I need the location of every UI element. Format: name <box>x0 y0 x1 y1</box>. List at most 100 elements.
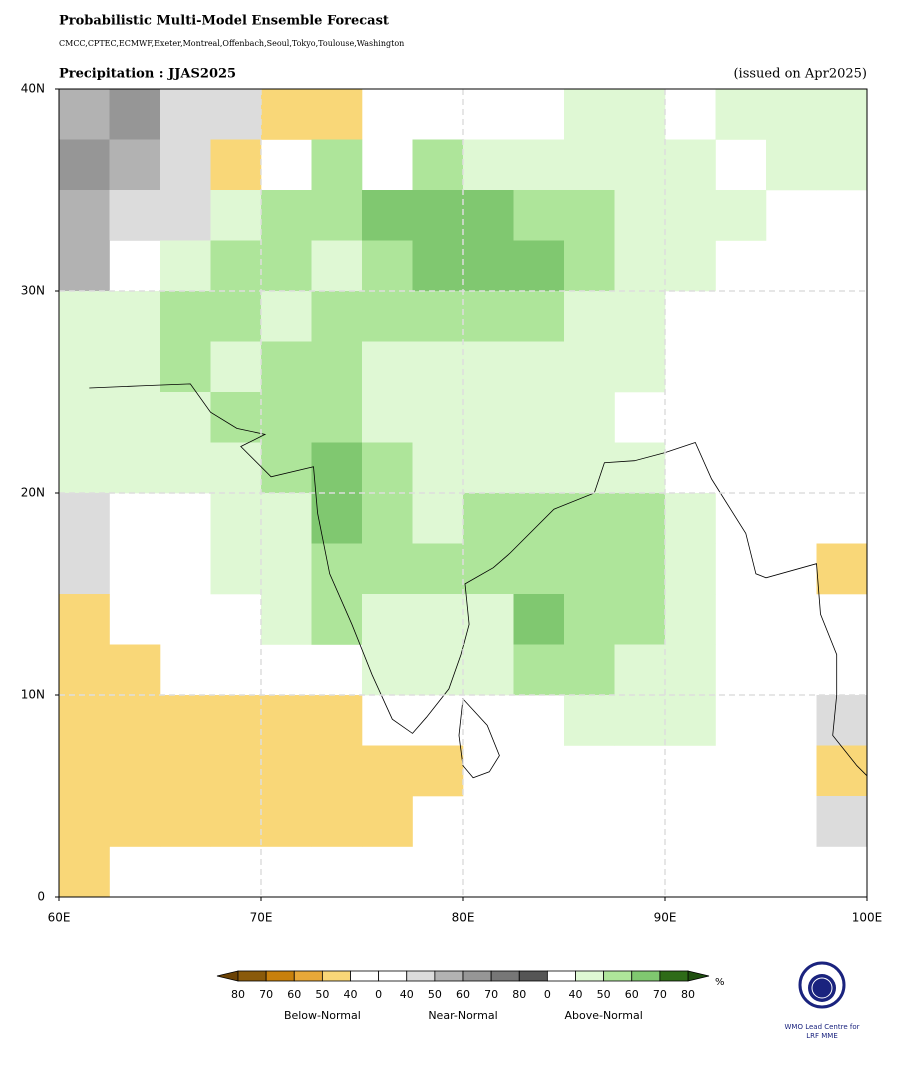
colorbar-extend <box>687 970 710 982</box>
colorbar-segment <box>575 970 605 982</box>
cell <box>311 89 363 140</box>
cell <box>564 493 615 544</box>
cell <box>210 240 262 292</box>
cell <box>362 594 413 645</box>
cell <box>210 392 262 443</box>
cell <box>311 190 363 241</box>
cell <box>261 89 312 140</box>
cell <box>362 644 413 696</box>
cell <box>513 442 565 494</box>
cell <box>59 139 110 191</box>
cell <box>463 291 514 342</box>
cell <box>816 89 868 140</box>
cell <box>715 89 767 140</box>
cell <box>463 341 514 393</box>
colorbar-segment <box>406 970 436 982</box>
cell <box>362 190 413 241</box>
map-frame <box>58 88 868 898</box>
cell <box>463 240 514 292</box>
cell <box>513 291 565 342</box>
cell <box>311 291 363 342</box>
cell <box>109 341 161 393</box>
issued: (issued on Apr2025) <box>733 67 867 82</box>
cell <box>311 341 363 393</box>
cell <box>665 543 716 595</box>
y-tick-label: 10N <box>21 688 45 702</box>
cell <box>210 139 262 191</box>
cell <box>210 796 262 847</box>
cell <box>109 745 161 797</box>
colorbar-label: 80 <box>231 988 245 1001</box>
colorbar-label: 50 <box>315 988 329 1001</box>
colorbar-segment <box>462 970 492 982</box>
cell <box>614 89 666 140</box>
colorbar: 80 70 60 50 40 0 40 50 60 70 80 0 40 50 60 70 80% Below-N… <box>216 970 725 1022</box>
cell <box>59 846 110 898</box>
cell <box>816 796 868 847</box>
cell <box>160 392 211 443</box>
logo: WMO Lead Centre for LRF MME <box>785 961 860 1040</box>
cell <box>311 594 363 645</box>
colorbar-label: 80 <box>512 988 526 1001</box>
colorbar-segment <box>518 970 548 982</box>
cell <box>412 139 464 191</box>
y-tick-label: 40N <box>21 82 45 96</box>
colorbar-label: 80 <box>681 988 695 1001</box>
cell <box>412 341 464 393</box>
cell <box>816 745 868 797</box>
cell <box>311 240 363 292</box>
cell <box>59 644 110 696</box>
y-tick-label: 30N <box>21 284 45 298</box>
cell <box>160 291 211 342</box>
cell <box>564 139 615 191</box>
y-tick-label: 20N <box>21 486 45 500</box>
cell <box>463 442 514 494</box>
colorbar-label: 40 <box>400 988 414 1001</box>
cell <box>311 543 363 595</box>
cell <box>463 139 514 191</box>
colorbar-segment <box>546 970 576 982</box>
coastline <box>89 383 868 777</box>
cell <box>564 392 615 443</box>
cell <box>614 594 666 645</box>
cell <box>59 89 110 140</box>
cell <box>261 695 312 746</box>
cell <box>614 341 666 393</box>
cell <box>59 543 110 595</box>
cell <box>665 240 716 292</box>
title: Probabilistic Multi-Model Ensemble Forec… <box>59 14 389 29</box>
cell <box>362 291 413 342</box>
category-label: Below-Normal <box>284 1009 361 1022</box>
cell <box>210 442 262 494</box>
colorbar-label: 0 <box>375 988 382 1001</box>
cell <box>59 695 110 746</box>
x-tick-label: 60E <box>48 911 71 925</box>
cell <box>311 139 363 191</box>
x-tick-label: 100E <box>852 911 883 925</box>
colorbar-segment <box>293 970 323 982</box>
colorbar-label: 50 <box>597 988 611 1001</box>
cell <box>665 493 716 544</box>
cell <box>311 745 363 797</box>
cell <box>261 493 312 544</box>
colorbar-extend <box>216 970 239 982</box>
logo-text: WMO Lead Centre for <box>785 1023 860 1031</box>
cell <box>715 190 767 241</box>
cell <box>109 442 161 494</box>
cell <box>463 644 514 696</box>
cell <box>59 493 110 544</box>
cell <box>564 240 615 292</box>
cell <box>412 392 464 443</box>
cell <box>311 442 363 494</box>
cell <box>109 139 161 191</box>
colorbar-label: 60 <box>287 988 301 1001</box>
cell <box>59 341 110 393</box>
cell <box>109 644 161 696</box>
cell <box>816 543 868 595</box>
cell <box>513 190 565 241</box>
cell <box>210 190 262 241</box>
cell <box>665 644 716 696</box>
cell <box>665 139 716 191</box>
cell <box>261 796 312 847</box>
